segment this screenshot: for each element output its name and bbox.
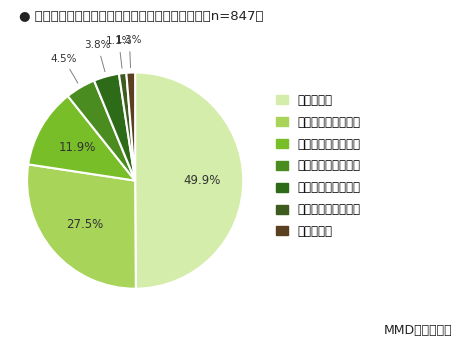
Legend: １時間未満, １時間～２時間未満, ２時間～３時間未満, ３時間～４時間未満, ４時間～６時間未満, ６時間～８時間未満, ８時間以上: １時間未満, １時間～２時間未満, ２時間～３時間未満, ３時間～４時間未満, … [276, 94, 360, 238]
Text: ● 在宅勤務の時間内でビデオ通話をする平均時間（n=847）: ● 在宅勤務の時間内でビデオ通話をする平均時間（n=847） [19, 10, 263, 23]
Text: 49.9%: 49.9% [184, 174, 221, 187]
Wedge shape [119, 73, 135, 181]
Wedge shape [28, 96, 135, 181]
Text: 27.5%: 27.5% [66, 218, 103, 231]
Text: 4.5%: 4.5% [51, 54, 77, 64]
Text: 11.9%: 11.9% [58, 141, 96, 153]
Text: 1.3%: 1.3% [116, 35, 143, 45]
Text: MMD研究所調べ: MMD研究所調べ [384, 324, 452, 337]
Wedge shape [135, 73, 243, 289]
Text: 3.8%: 3.8% [84, 40, 111, 50]
Wedge shape [126, 73, 135, 181]
Wedge shape [27, 164, 136, 289]
Wedge shape [68, 80, 135, 181]
Wedge shape [94, 74, 135, 181]
Text: 1.1%: 1.1% [106, 36, 132, 46]
